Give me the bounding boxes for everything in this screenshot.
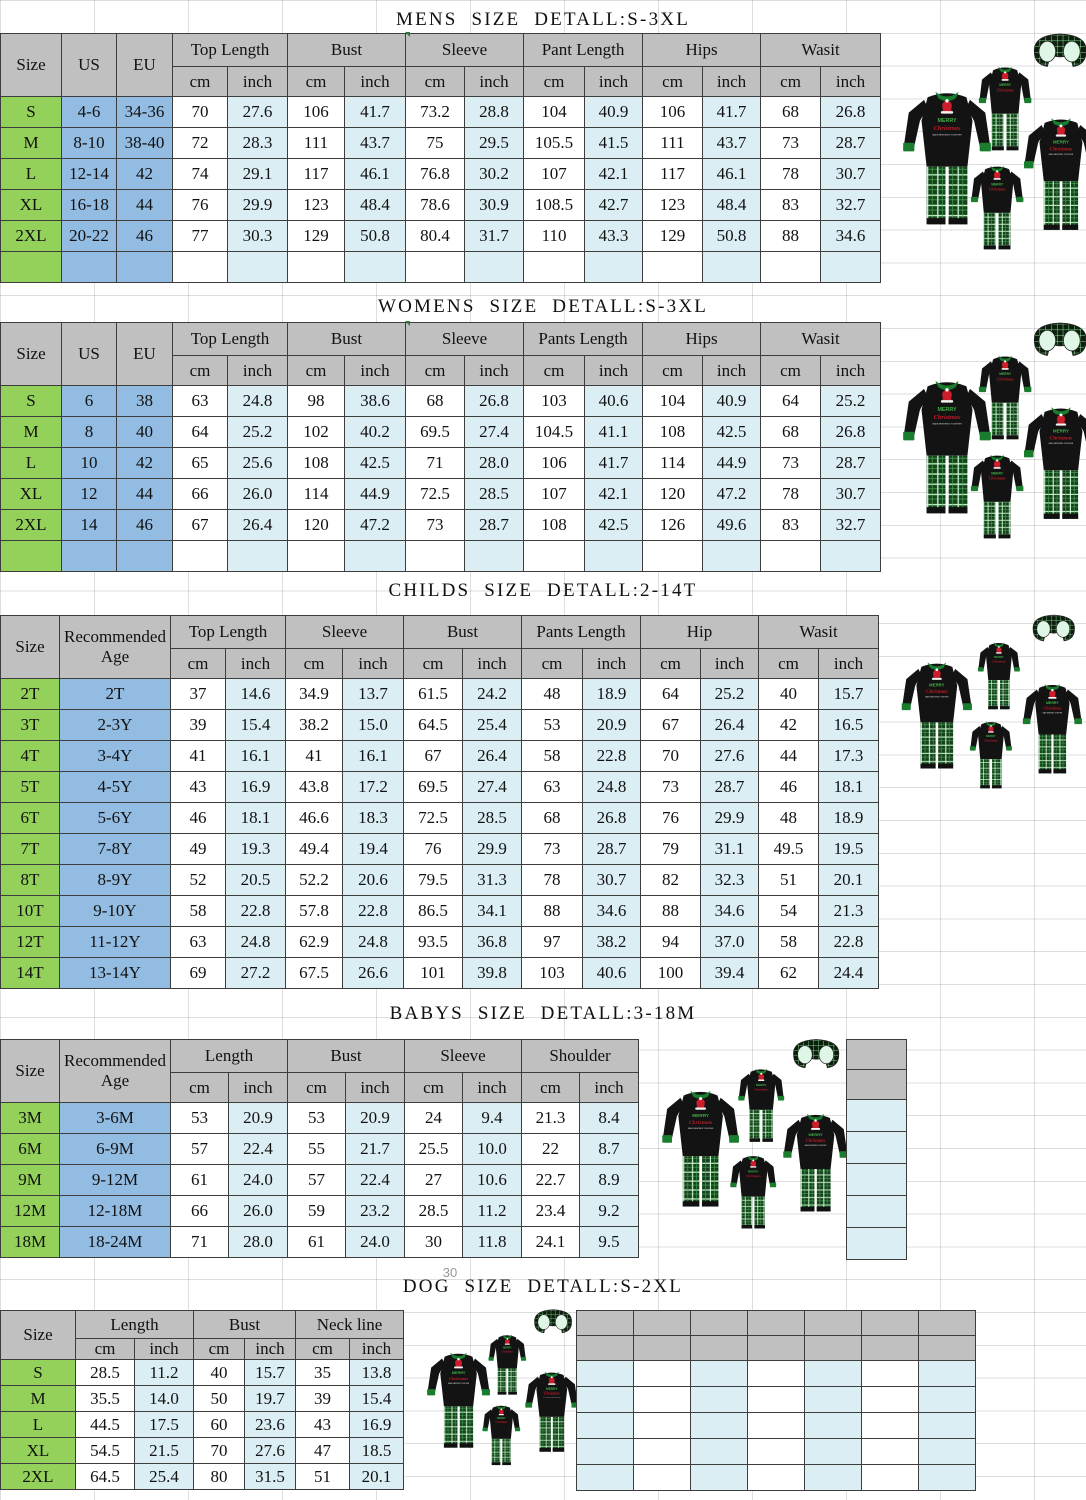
svg-text:MERRY: MERRY [546,1387,558,1391]
svg-text:Christmas: Christmas [806,1139,826,1144]
svg-text:Christmas: Christmas [984,738,998,742]
svg-text:MERRY: MERRY [991,471,1004,475]
svg-text:MERRY: MERRY [1053,140,1069,145]
svg-text:Christmas: Christmas [754,1087,769,1091]
svg-text:Christmas: Christmas [495,1420,508,1424]
svg-text:Christmas: Christmas [934,414,961,421]
svg-text:MERRY: MERRY [991,182,1004,186]
svg-text:MERRY: MERRY [937,407,957,413]
svg-text:MERRY: MERRY [692,1113,710,1118]
svg-text:MERRY: MERRY [756,1083,766,1087]
svg-text:Christmas: Christmas [989,186,1006,191]
svg-text:MERRY: MERRY [937,118,957,124]
svg-text:MERRY: MERRY [1053,429,1069,434]
svg-text:MERRY: MERRY [748,1169,758,1173]
svg-text:MERRY: MERRY [1046,701,1059,705]
svg-text:Christmas: Christmas [689,1120,713,1126]
svg-text:Christmas: Christmas [1043,705,1061,710]
svg-text:MERRY: MERRY [451,1371,465,1375]
svg-text:Christmas: Christmas [449,1376,468,1381]
svg-text:Christmas: Christmas [997,377,1014,382]
svg-text:Christmas: Christmas [1050,146,1073,152]
svg-text:Christmas: Christmas [1050,435,1073,441]
svg-text:Christmas: Christmas [502,1350,515,1354]
svg-text:Christmas: Christmas [989,475,1006,480]
svg-text:Christmas: Christmas [544,1392,561,1396]
svg-text:Christmas: Christmas [934,125,961,132]
svg-text:MERRY: MERRY [999,83,1012,87]
svg-text:MERRY: MERRY [929,682,944,687]
svg-text:Christmas: Christmas [992,659,1006,663]
svg-text:MERRY: MERRY [999,372,1012,376]
svg-text:Christmas: Christmas [746,1174,761,1178]
svg-text:Christmas: Christmas [926,689,948,695]
svg-text:MERRY: MERRY [809,1132,823,1137]
svg-text:Christmas: Christmas [997,88,1014,93]
